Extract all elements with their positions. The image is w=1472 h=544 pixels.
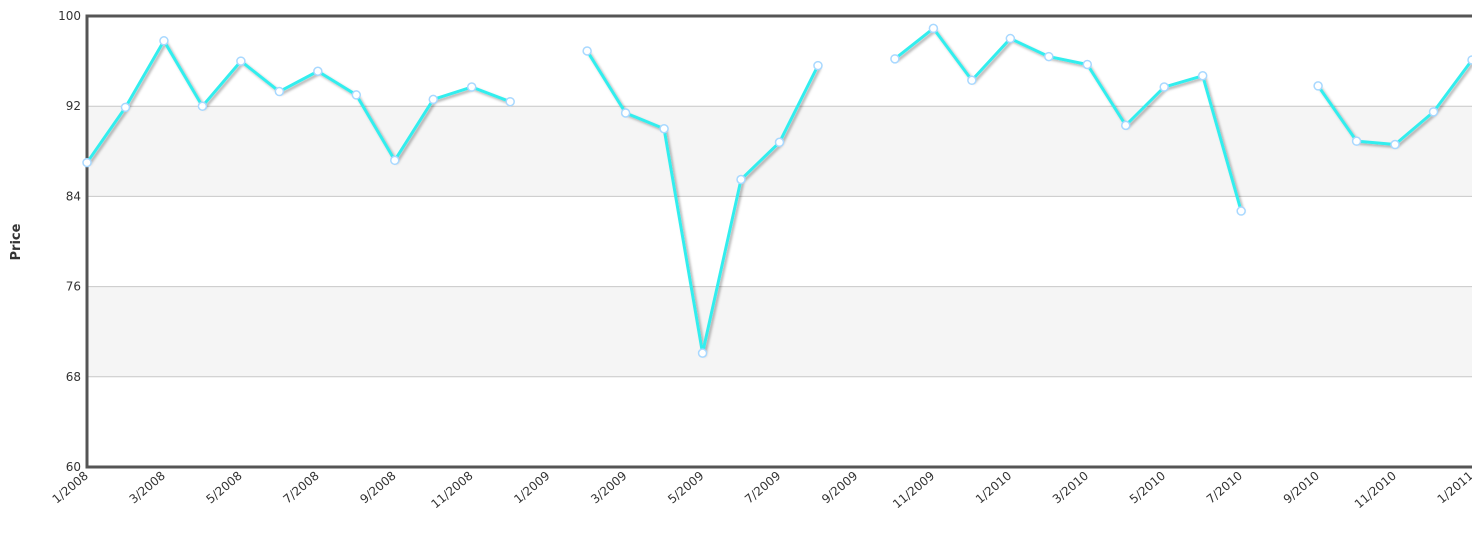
- point-marker: [774, 137, 785, 148]
- point-marker: [274, 86, 285, 97]
- point-marker: [505, 96, 515, 107]
- point-marker: [1197, 71, 1208, 81]
- band: [87, 106, 1472, 197]
- point-marker: [390, 155, 400, 166]
- y-axis-label: Price: [9, 223, 24, 260]
- x-tick-label: 5/2009: [665, 469, 706, 507]
- point-marker: [466, 82, 477, 92]
- x-tick-label: 11/2009: [890, 469, 937, 512]
- x-tick-label: 1/2009: [511, 469, 552, 507]
- x-tick-label: 1/2011: [1435, 469, 1472, 507]
- point-marker: [1467, 55, 1472, 65]
- point-marker: [1044, 51, 1054, 62]
- point-marker: [1082, 59, 1093, 70]
- x-tick-label: 1/2008: [50, 469, 91, 507]
- x-tick-label: 9/2009: [819, 469, 860, 507]
- point-marker: [236, 56, 246, 66]
- x-tick-label: 5/2010: [1127, 469, 1168, 507]
- x-tick-label: 5/2008: [203, 469, 244, 507]
- point-marker: [1236, 206, 1246, 216]
- y-tick-label: 84: [66, 189, 81, 203]
- plot-frame: [85, 14, 1472, 469]
- point-marker: [582, 46, 592, 56]
- x-tick-label: 3/2008: [127, 469, 168, 507]
- x-tick-label: 3/2010: [1050, 469, 1091, 507]
- point-marker: [659, 124, 669, 134]
- x-tick-label: 11/2010: [1352, 469, 1399, 512]
- x-tick-label: 9/2008: [357, 469, 398, 507]
- point-marker: [928, 23, 939, 34]
- point-marker: [1159, 82, 1169, 92]
- y-tick-label: 68: [66, 370, 81, 384]
- point-marker: [1121, 120, 1131, 131]
- point-marker: [120, 102, 131, 113]
- point-marker: [1005, 33, 1016, 44]
- point-marker: [428, 94, 438, 105]
- point-marker: [82, 157, 92, 168]
- x-tick-label: 9/2010: [1281, 469, 1322, 507]
- point-marker: [1428, 107, 1439, 117]
- point-marker: [890, 54, 900, 64]
- point-marker: [197, 101, 208, 111]
- point-marker: [620, 108, 631, 118]
- x-tick-label: 11/2008: [428, 469, 475, 512]
- point-marker: [1351, 136, 1362, 146]
- point-marker: [1390, 139, 1400, 150]
- point-marker: [697, 348, 708, 358]
- point-marker: [813, 60, 823, 71]
- point-marker: [967, 75, 977, 86]
- x-tick-label: 3/2009: [588, 469, 629, 507]
- band: [87, 286, 1472, 377]
- point-marker: [313, 66, 323, 76]
- x-tick-label: 7/2009: [742, 469, 783, 507]
- point-marker: [736, 174, 746, 185]
- point-marker: [159, 36, 169, 46]
- point-marker: [351, 90, 362, 100]
- y-tick-label: 76: [66, 280, 81, 294]
- y-tick-label: 100: [58, 9, 81, 23]
- x-tick-label: 7/2010: [1204, 469, 1245, 507]
- point-marker: [1313, 81, 1323, 91]
- x-tick-label: 1/2010: [973, 469, 1014, 507]
- y-tick-label: 92: [66, 99, 81, 113]
- x-tick-label: 7/2008: [280, 469, 321, 507]
- y-tick-label: 60: [66, 460, 81, 474]
